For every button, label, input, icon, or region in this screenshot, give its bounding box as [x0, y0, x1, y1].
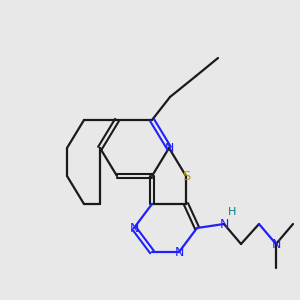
Text: N: N: [129, 221, 139, 235]
Text: N: N: [174, 245, 184, 259]
Text: N: N: [271, 238, 281, 250]
Text: H: H: [228, 207, 236, 217]
Text: N: N: [219, 218, 229, 230]
Text: N: N: [164, 142, 174, 154]
Text: S: S: [182, 169, 190, 182]
